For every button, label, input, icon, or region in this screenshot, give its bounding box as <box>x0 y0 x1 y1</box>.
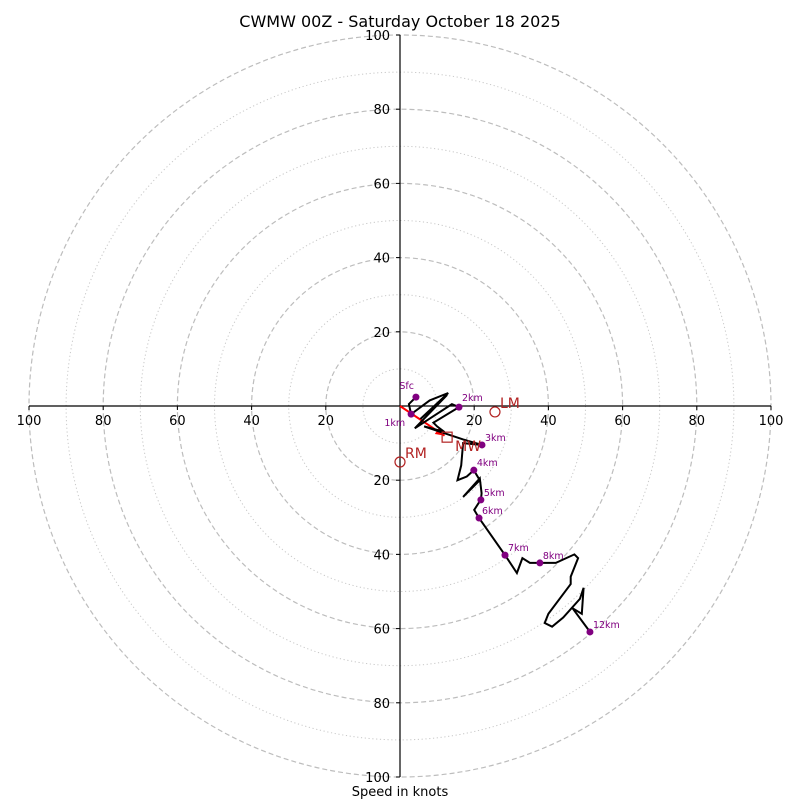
storm-label-rm: RM <box>405 446 427 462</box>
storm-marker-lm <box>489 406 501 418</box>
hodograph-trace <box>407 392 591 633</box>
hodograph-line <box>407 392 591 633</box>
height-marker-8km <box>536 559 544 567</box>
height-marker-7km <box>501 551 509 559</box>
height-marker-12km <box>586 628 594 636</box>
x-tick-label: 80 <box>689 414 706 429</box>
height-label-8km: 8km <box>543 551 564 562</box>
height-marker-1km <box>407 410 415 418</box>
x-tick-label: 80 <box>95 414 112 429</box>
x-tick-label: 60 <box>169 414 186 429</box>
height-markers: Sfc 1km 2km 3km 4km 5km 6km 7km 8km 12km <box>384 381 620 636</box>
storm-label-lm: LM <box>500 396 520 412</box>
y-tick-label: 80 <box>373 103 390 118</box>
height-label-1km: 1km <box>384 418 405 429</box>
x-tick-label: 100 <box>17 414 42 429</box>
y-tick-label: 20 <box>373 326 390 341</box>
height-marker-sfc <box>412 393 420 401</box>
x-tick-label: 20 <box>466 414 483 429</box>
height-label-12km: 12km <box>593 620 620 631</box>
storm-label-mw: MW <box>455 439 481 455</box>
x-tick-label: 40 <box>540 414 557 429</box>
height-marker-6km <box>475 514 483 522</box>
height-label-4km: 4km <box>477 458 498 469</box>
chart-title: CWMW 00Z - Saturday October 18 2025 <box>239 12 560 31</box>
y-tick-label: 40 <box>373 252 390 267</box>
height-marker-3km <box>478 441 486 449</box>
storm-marker-mw <box>441 431 453 443</box>
y-tick-label: 100 <box>365 771 390 786</box>
x-tick-label: 100 <box>759 414 784 429</box>
height-label-6km: 6km <box>482 506 503 517</box>
storm-marker-rm <box>394 456 406 468</box>
y-tick-label: 80 <box>373 697 390 712</box>
height-label-3km: 3km <box>485 433 506 444</box>
y-tick-label: 60 <box>373 623 390 638</box>
x-tick-label: 60 <box>614 414 631 429</box>
height-marker-5km <box>477 496 485 504</box>
height-label-5km: 5km <box>484 488 505 499</box>
height-marker-4km <box>470 466 478 474</box>
x-tick-label: 20 <box>318 414 335 429</box>
y-tick-label: 20 <box>373 474 390 489</box>
x-axis-label: Speed in knots <box>352 785 449 800</box>
height-label-7km: 7km <box>508 543 529 554</box>
y-tick-label: 40 <box>373 548 390 563</box>
x-tick-label: 40 <box>243 414 260 429</box>
height-marker-2km <box>455 403 463 411</box>
height-label-sfc: Sfc <box>399 381 414 392</box>
y-tick-label: 100 <box>365 29 390 44</box>
storm-motion-markers: LM RM MW <box>394 396 520 468</box>
y-tick-label: 60 <box>373 177 390 192</box>
tick-labels: 100 100 100 100 80 80 80 80 60 60 60 60 40 40 40 40 20 20… <box>17 29 784 786</box>
height-label-2km: 2km <box>462 393 483 404</box>
